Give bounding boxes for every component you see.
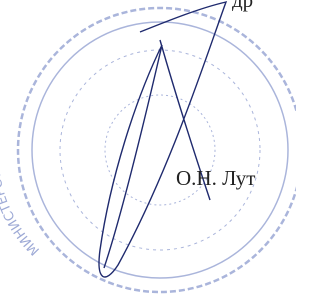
top-text: др [232,0,253,13]
stamp-and-signature: МИНИСТЕРСТВО [0,0,296,298]
document-page: {"document": {"top_text": "др", "stamp_t… [0,0,296,298]
stamp-text: МИНИСТЕРСТВО [0,152,43,258]
signatory-name: О.Н. Лут [176,166,255,191]
signature [99,2,226,277]
stamp [18,8,296,292]
